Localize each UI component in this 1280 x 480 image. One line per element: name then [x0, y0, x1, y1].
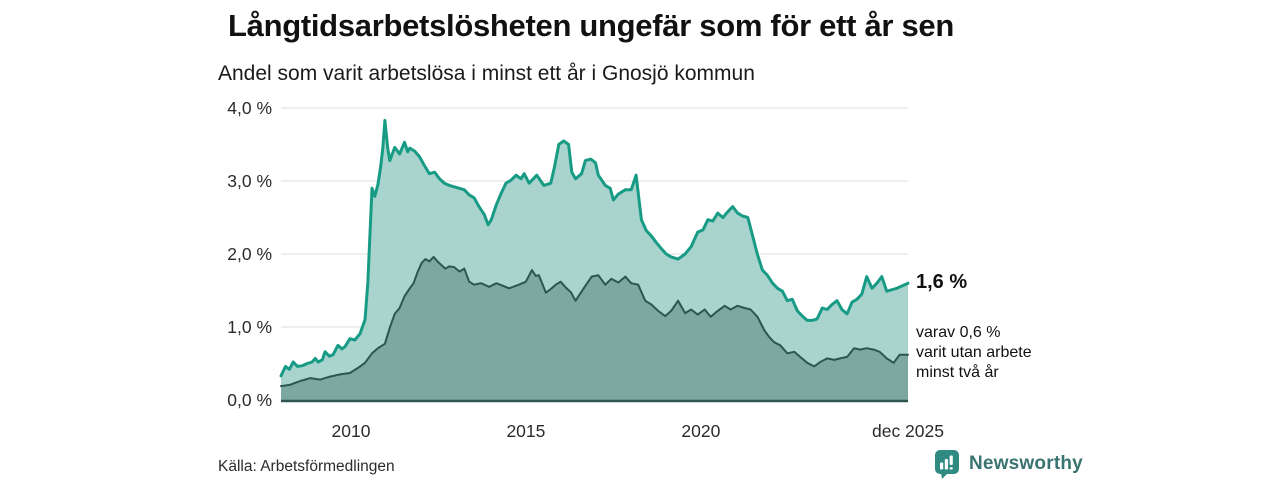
annotation-line: minst två år [916, 364, 999, 381]
x-axis-tick-label: 2020 [681, 421, 720, 441]
page-title: Långtidsarbetslösheten ungefär som för e… [228, 8, 955, 43]
secondary-annotation: varav 0,6 % varit utan arbete minst två … [916, 323, 1032, 383]
annotation-line: varit utan arbete [916, 344, 1032, 361]
y-axis-tick-label: 3,0 % [227, 171, 272, 191]
y-axis-tick-label: 2,0 % [227, 244, 272, 264]
newsworthy-logo: Newsworthy [934, 449, 1083, 479]
chart-subtitle: Andel som varit arbetslösa i minst ett å… [218, 62, 755, 85]
series-line [279, 118, 910, 378]
x-axis-tick-label: 2010 [332, 421, 371, 441]
y-axis-tick-label: 4,0 % [227, 98, 272, 118]
x-axis-tick-label: 2015 [506, 421, 545, 441]
annotation-line: varav 0,6 % [916, 324, 1001, 341]
series-line [280, 255, 909, 388]
x-axis-tick-label: dec 2025 [872, 421, 944, 441]
source-note: Källa: Arbetsförmedlingen [218, 458, 395, 475]
y-axis-tick-label: 0,0 % [227, 390, 272, 410]
y-axis-tick-label: 1,0 % [227, 317, 272, 337]
brand-name: Newsworthy [969, 453, 1083, 474]
series-area [281, 256, 908, 400]
newsworthy-barchart-icon [935, 450, 959, 479]
end-value-label: 1,6 % [916, 271, 968, 293]
